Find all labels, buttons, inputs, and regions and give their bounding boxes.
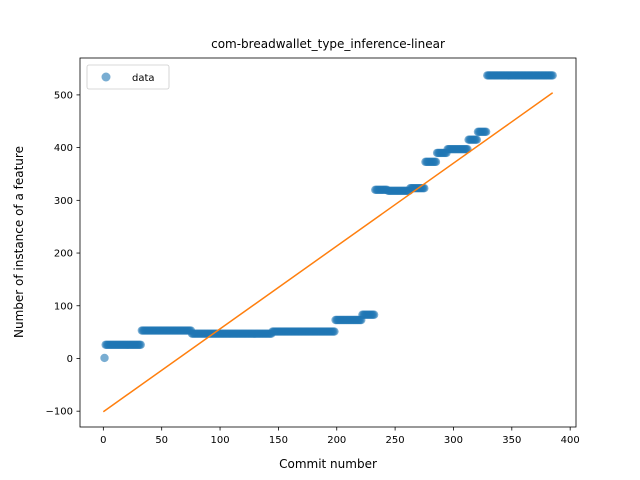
- x-tick-label: 0: [100, 435, 106, 446]
- y-axis-ticks: −100 0 100 200 300 400 500: [46, 90, 80, 418]
- x-tick-label: 250: [386, 435, 405, 446]
- legend-box: [86, 64, 170, 90]
- y-tick-label: 100: [54, 301, 73, 312]
- data-point: [136, 340, 145, 349]
- x-tick-label: 50: [155, 435, 168, 446]
- chart-title: com-breadwallet_type_inference-linear: [211, 37, 445, 51]
- x-tick-label: 300: [444, 435, 463, 446]
- data-point: [330, 327, 339, 336]
- data-point: [548, 71, 557, 80]
- x-tick-label: 200: [327, 435, 346, 446]
- fit-line: [102, 92, 554, 413]
- data-point: [481, 127, 491, 136]
- y-tick-label: 400: [54, 143, 73, 154]
- x-axis-label: Commit number: [279, 457, 377, 471]
- x-axis-ticks: 0 50 100 150 200 250 300 350 400: [100, 427, 580, 446]
- plot-area: [100, 71, 557, 413]
- y-tick-label: 300: [54, 196, 73, 207]
- y-tick-label: 200: [54, 249, 73, 260]
- y-tick-label: 500: [54, 90, 73, 101]
- data-point: [431, 157, 441, 167]
- y-tick-label: 0: [67, 354, 73, 365]
- data-series: [100, 71, 557, 363]
- data-point: [472, 135, 481, 144]
- x-tick-label: 100: [211, 435, 230, 446]
- y-axis-label: Number of instance of a feature: [12, 146, 26, 338]
- legend-label: data: [132, 73, 155, 84]
- data-point: [463, 145, 472, 154]
- x-tick-label: 150: [269, 435, 288, 446]
- legend-marker: [101, 72, 111, 82]
- legend: data: [86, 64, 170, 90]
- x-tick-label: 350: [502, 435, 521, 446]
- x-tick-label: 400: [561, 435, 580, 446]
- axes-frame: [79, 57, 577, 428]
- data-point: [369, 310, 379, 319]
- y-tick-label: −100: [46, 407, 73, 418]
- data-point: [100, 353, 109, 363]
